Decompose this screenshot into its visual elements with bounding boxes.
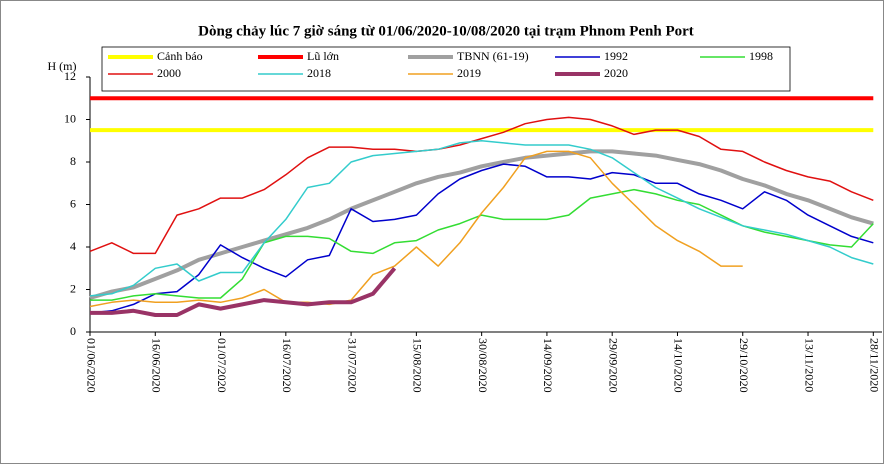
series-line [89,150,743,308]
x-tick-label: 28/11/2020 [868,338,882,392]
series-line [89,140,874,297]
y-tick-label: 6 [70,196,76,210]
legend-label: Lũ lớn [307,49,339,63]
x-tick-label: 14/09/2020 [541,338,555,393]
y-tick-label: 8 [70,154,76,168]
series-line [89,149,874,300]
legend-label: 2018 [307,66,331,80]
legend-label: 2019 [457,66,481,80]
y-axis-label: H (m) [48,59,77,73]
legend-label: 1998 [749,49,773,63]
series-line [89,163,874,314]
x-tick-label: 13/11/2020 [802,338,816,392]
y-tick-label: 0 [70,324,76,338]
legend-box [101,46,791,92]
legend-label: Cảnh báo [157,49,203,63]
x-tick-label: 01/07/2020 [215,338,229,393]
x-tick-label: 15/08/2020 [411,338,425,393]
x-tick-label: 01/06/2020 [84,338,98,393]
x-tick-label: 30/08/2020 [476,338,490,393]
x-tick-label: 14/10/2020 [672,338,686,393]
chart-title: Dòng chảy lúc 7 giờ sáng từ 01/06/2020-1… [198,23,694,39]
legend-label: 2020 [604,66,628,80]
series-line [89,116,874,255]
x-tick-label: 16/07/2020 [280,338,294,393]
y-tick-label: 2 [70,281,76,295]
x-tick-label: 29/10/2020 [737,338,751,393]
x-tick-label: 29/09/2020 [606,338,620,393]
legend-label: 1992 [604,49,628,63]
x-tick-label: 16/06/2020 [150,338,164,393]
y-tick-label: 12 [64,69,76,83]
y-tick-label: 10 [64,111,76,125]
legend-label: 2000 [157,66,181,80]
x-tick-label: 31/07/2020 [345,338,359,393]
legend-label: TBNN (61-19) [457,49,529,63]
series-line [90,267,397,317]
y-tick-label: 4 [70,239,76,253]
